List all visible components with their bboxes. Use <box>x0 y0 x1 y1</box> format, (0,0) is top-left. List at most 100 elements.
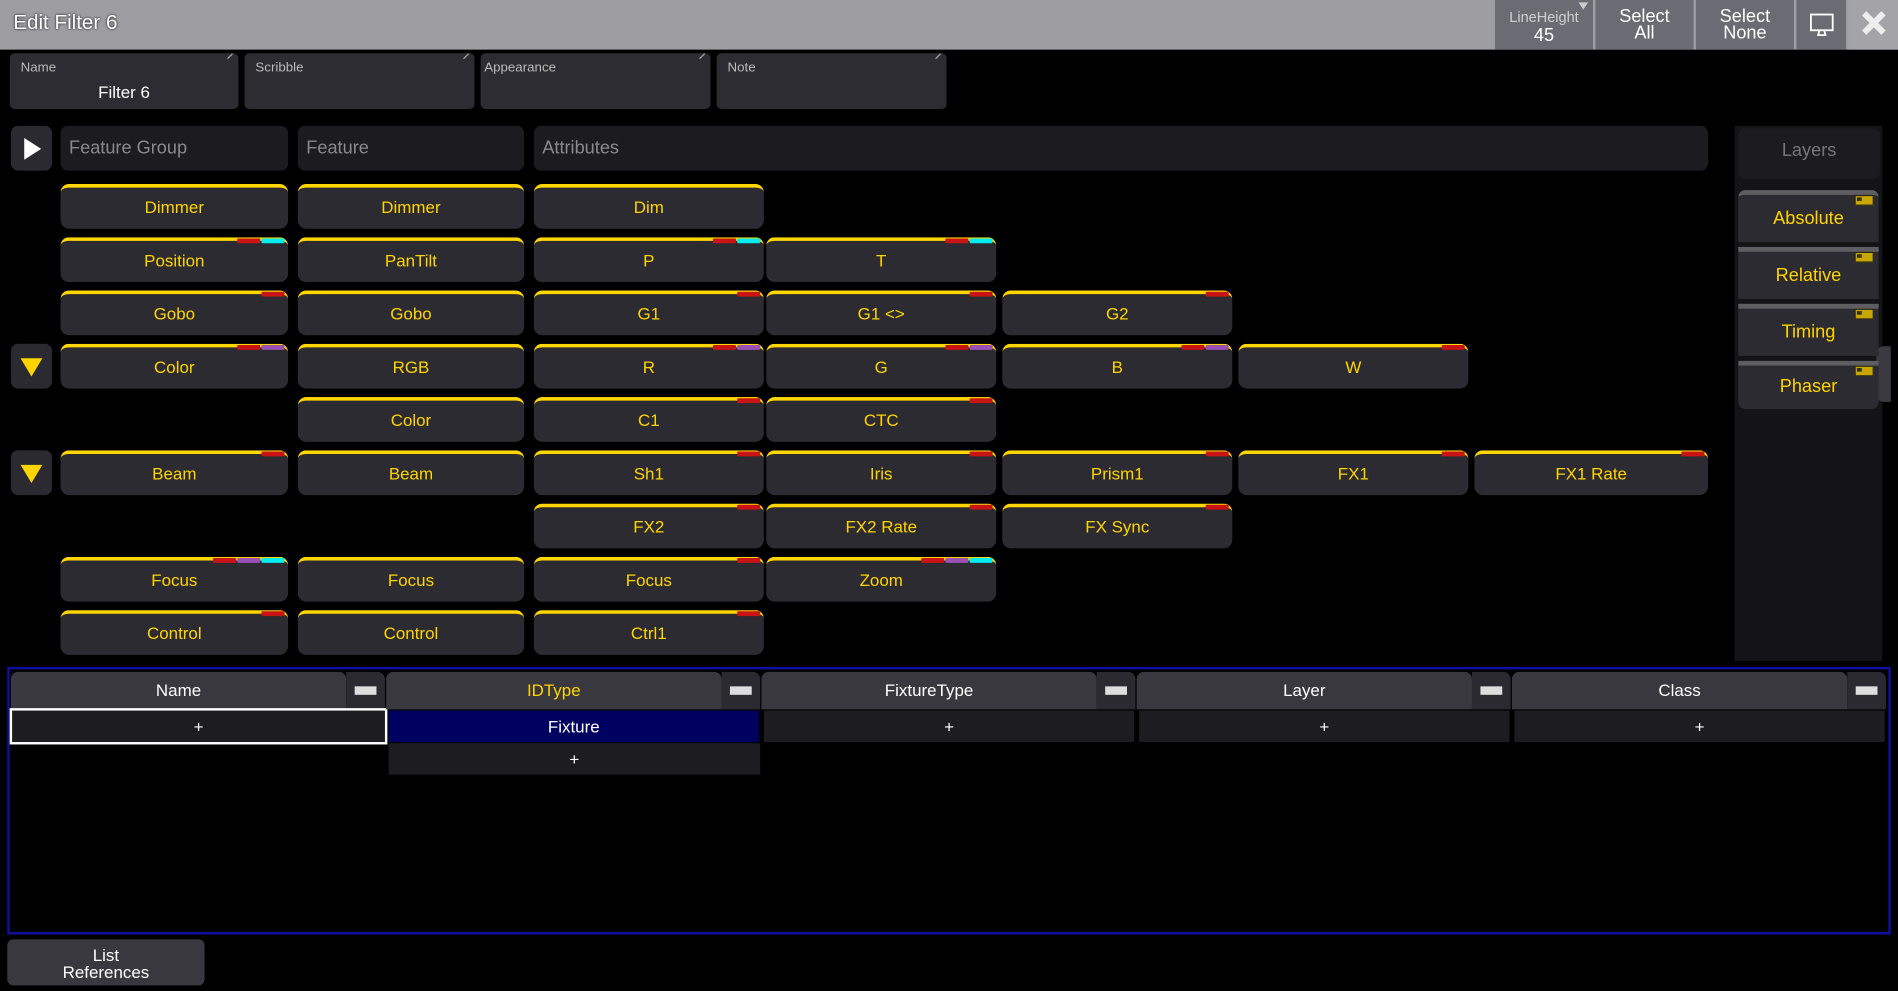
attribute-button[interactable]: W <box>1238 343 1469 389</box>
attribute-button[interactable]: G1 <> <box>766 290 997 336</box>
feature-button[interactable]: RGB <box>297 343 525 389</box>
red-marker <box>712 344 736 350</box>
layer-absolute-button[interactable]: Absolute <box>1738 190 1879 243</box>
cell-layer[interactable]: + <box>1139 710 1510 743</box>
attribute-button[interactable]: T <box>766 237 997 283</box>
marker-strip <box>213 558 285 563</box>
marker-strip <box>945 238 993 244</box>
feature-button[interactable]: PanTilt <box>297 237 525 283</box>
feature-group-button[interactable]: Dimmer <box>60 183 289 229</box>
cyan-marker <box>261 558 285 563</box>
feature-group-button[interactable]: Beam <box>60 450 289 496</box>
attribute-button[interactable]: FX1 Rate <box>1474 450 1709 496</box>
cell-name[interactable]: + <box>9 708 388 745</box>
appearance-field-label: Appearance <box>484 60 557 76</box>
lineheight-button[interactable]: LineHeight 45 <box>1494 0 1594 50</box>
triangle-down-icon <box>20 464 43 483</box>
column-header-layer[interactable]: Layer <box>1136 671 1472 710</box>
note-field[interactable]: Note <box>716 53 947 109</box>
attribute-button[interactable]: Zoom <box>766 556 997 602</box>
layer-phaser-button[interactable]: Phaser <box>1738 360 1879 410</box>
add-idtype-cell[interactable]: + <box>388 743 761 775</box>
toggle-knob <box>1856 311 1862 315</box>
feature-group-button[interactable]: Control <box>60 610 289 655</box>
select-none-button[interactable]: Select None <box>1695 0 1794 50</box>
attribute-button[interactable]: FX2 Rate <box>766 503 997 549</box>
remove-column-button[interactable] <box>1471 671 1511 710</box>
remove-column-button[interactable] <box>721 671 761 710</box>
appearance-field[interactable]: Appearance <box>480 53 711 109</box>
purple-marker <box>945 558 969 563</box>
cell-class[interactable]: + <box>1514 710 1885 743</box>
attribute-button[interactable]: B <box>1002 343 1233 389</box>
attribute-button[interactable]: FX1 <box>1238 450 1469 496</box>
attribute-button[interactable]: CTC <box>766 397 997 442</box>
layer-relative-button[interactable]: Relative <box>1738 246 1879 299</box>
play-icon <box>24 137 42 160</box>
list-references-label-2: References <box>62 962 150 982</box>
minus-icon <box>729 686 752 695</box>
feature-group-button[interactable]: Position <box>60 237 289 283</box>
feature-button[interactable]: Beam <box>297 450 525 496</box>
feature-group-button[interactable]: Gobo <box>60 290 289 336</box>
feature-group-button[interactable]: Color <box>60 343 289 389</box>
toggle-icon[interactable] <box>1854 365 1874 377</box>
column-header-class[interactable]: Class <box>1511 671 1848 710</box>
cell-idtype[interactable]: Fixture <box>388 710 759 743</box>
column-header-idtype[interactable]: IDType <box>386 671 722 710</box>
feature-button[interactable]: Control <box>297 610 525 655</box>
marker-strip <box>1205 504 1229 510</box>
marker-strip <box>737 398 761 404</box>
attribute-button[interactable]: G <box>766 343 997 389</box>
cell-fixturetype[interactable]: + <box>763 710 1135 743</box>
monitor-button[interactable] <box>1796 0 1847 50</box>
toggle-icon[interactable] <box>1854 251 1874 263</box>
feature-button[interactable]: Gobo <box>297 290 525 336</box>
purple-marker <box>969 344 993 350</box>
name-field[interactable]: Name Filter 6 <box>9 53 239 109</box>
collapse-row-button[interactable] <box>10 450 53 496</box>
red-marker <box>969 398 993 404</box>
lineheight-value: 45 <box>1533 25 1555 46</box>
marker-strip <box>969 504 993 510</box>
layer-timing-button[interactable]: Timing <box>1738 303 1879 356</box>
remove-column-button[interactable] <box>346 671 385 710</box>
attribute-button[interactable]: Prism1 <box>1002 450 1233 496</box>
expand-all-button[interactable] <box>10 125 53 171</box>
feature-button[interactable]: Color <box>297 397 525 442</box>
feature-button[interactable]: Dimmer <box>297 183 525 229</box>
lineheight-label: LineHeight <box>1509 8 1579 26</box>
column-header-name[interactable]: Name <box>10 671 347 710</box>
remove-column-button[interactable] <box>1847 671 1886 710</box>
attribute-button[interactable]: FX Sync <box>1002 503 1233 549</box>
scribble-field[interactable]: Scribble <box>244 53 475 109</box>
close-button[interactable] <box>1848 0 1898 50</box>
marker-strip <box>1205 451 1229 457</box>
toggle-icon[interactable] <box>1854 308 1874 320</box>
attribute-button[interactable]: Iris <box>766 450 997 496</box>
attribute-button[interactable]: G1 <box>533 290 764 336</box>
toggle-icon[interactable] <box>1854 194 1874 206</box>
list-references-button[interactable]: List References <box>7 939 205 986</box>
select-all-button[interactable]: Select All <box>1595 0 1694 50</box>
marker-strip <box>237 344 285 350</box>
feature-button[interactable]: Focus <box>297 556 525 602</box>
attribute-button[interactable]: Ctrl1 <box>533 610 764 655</box>
attribute-button[interactable]: G2 <box>1002 290 1233 336</box>
attribute-button[interactable]: C1 <box>533 397 764 442</box>
feature-group-button[interactable]: Focus <box>60 556 289 602</box>
collapse-row-button[interactable] <box>10 343 53 389</box>
marker-strip <box>1181 344 1229 350</box>
red-marker <box>1681 451 1705 457</box>
attribute-button[interactable]: P <box>533 237 764 283</box>
attribute-button[interactable]: Focus <box>533 556 764 602</box>
attribute-button[interactable]: Dim <box>533 183 764 229</box>
attribute-button[interactable]: R <box>533 343 764 389</box>
minus-icon <box>1855 686 1878 695</box>
attribute-button[interactable]: FX2 <box>533 503 764 549</box>
marker-strip <box>237 238 285 244</box>
panel-resize-handle[interactable] <box>1876 346 1891 402</box>
remove-column-button[interactable] <box>1096 671 1136 710</box>
column-header-fixturetype[interactable]: FixtureType <box>761 671 1097 710</box>
attribute-button[interactable]: Sh1 <box>533 450 764 496</box>
